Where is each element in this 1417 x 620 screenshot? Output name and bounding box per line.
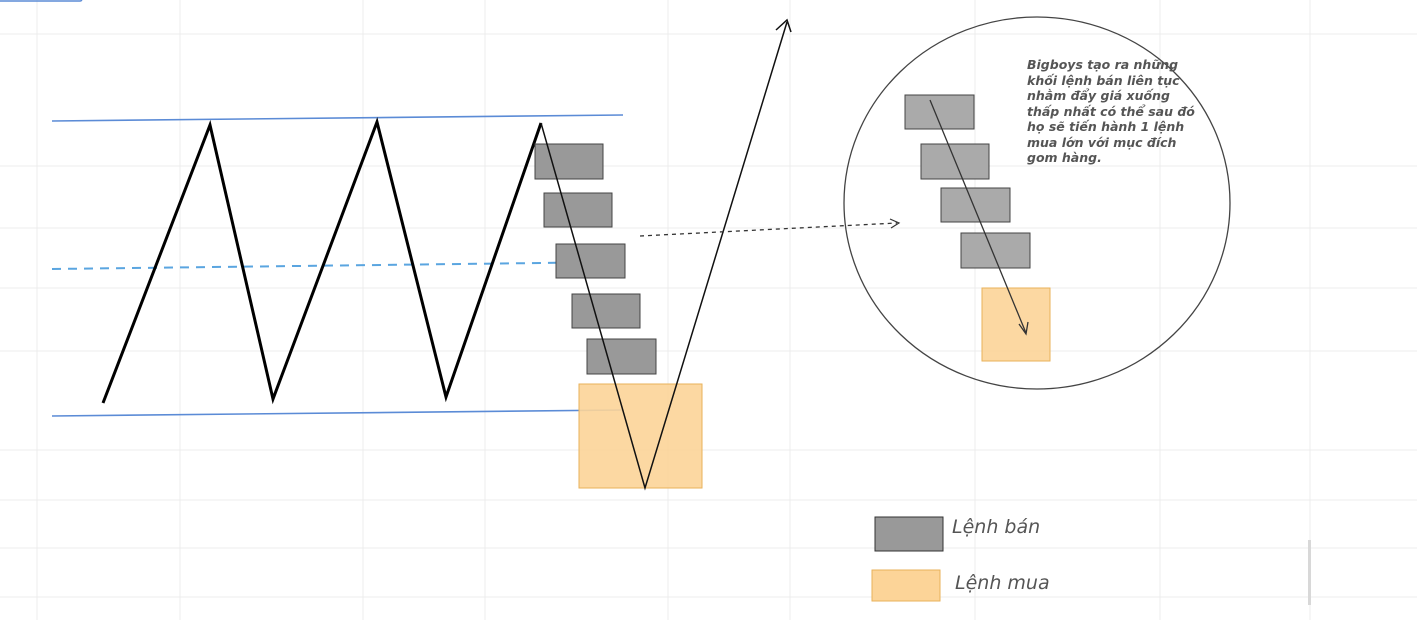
annotation-note: Bigboys tạo ra những khối lệnh bán liên … [1027, 57, 1195, 165]
zoom-buy-block [981, 287, 1051, 362]
sell-blocks [534, 143, 657, 375]
sell-block [571, 293, 641, 329]
top-left-frame-edge [0, 0, 83, 2]
zoom-arrow-head-icon [1018, 321, 1029, 336]
legend-buy-swatch [871, 569, 941, 602]
zoom-dashed-arrow [639, 222, 898, 237]
zoom-sell-blocks [904, 94, 1031, 269]
sell-block [555, 243, 626, 279]
zoom-down-arrow [929, 99, 1027, 334]
sell-block [534, 143, 604, 180]
sell-block [543, 192, 613, 228]
sell-block [960, 232, 1031, 269]
dashed-arrow-head-icon [889, 218, 901, 229]
sell-block [586, 338, 657, 375]
mid-dashed-line [51, 261, 624, 270]
sell-block [940, 187, 1011, 223]
legend-sell-swatch [874, 516, 944, 552]
legend-buy-label: Lệnh mua [955, 572, 1050, 594]
zoom-circle [843, 16, 1231, 390]
arrow-head-icon [775, 18, 792, 33]
price-drop-rally-path [540, 21, 788, 491]
legend-sell-label: Lệnh bán [952, 516, 1041, 538]
scrollbar-thumb [1308, 540, 1311, 605]
resistance-line [51, 114, 624, 122]
price-zigzag-path [101, 116, 543, 405]
support-line [51, 409, 624, 417]
